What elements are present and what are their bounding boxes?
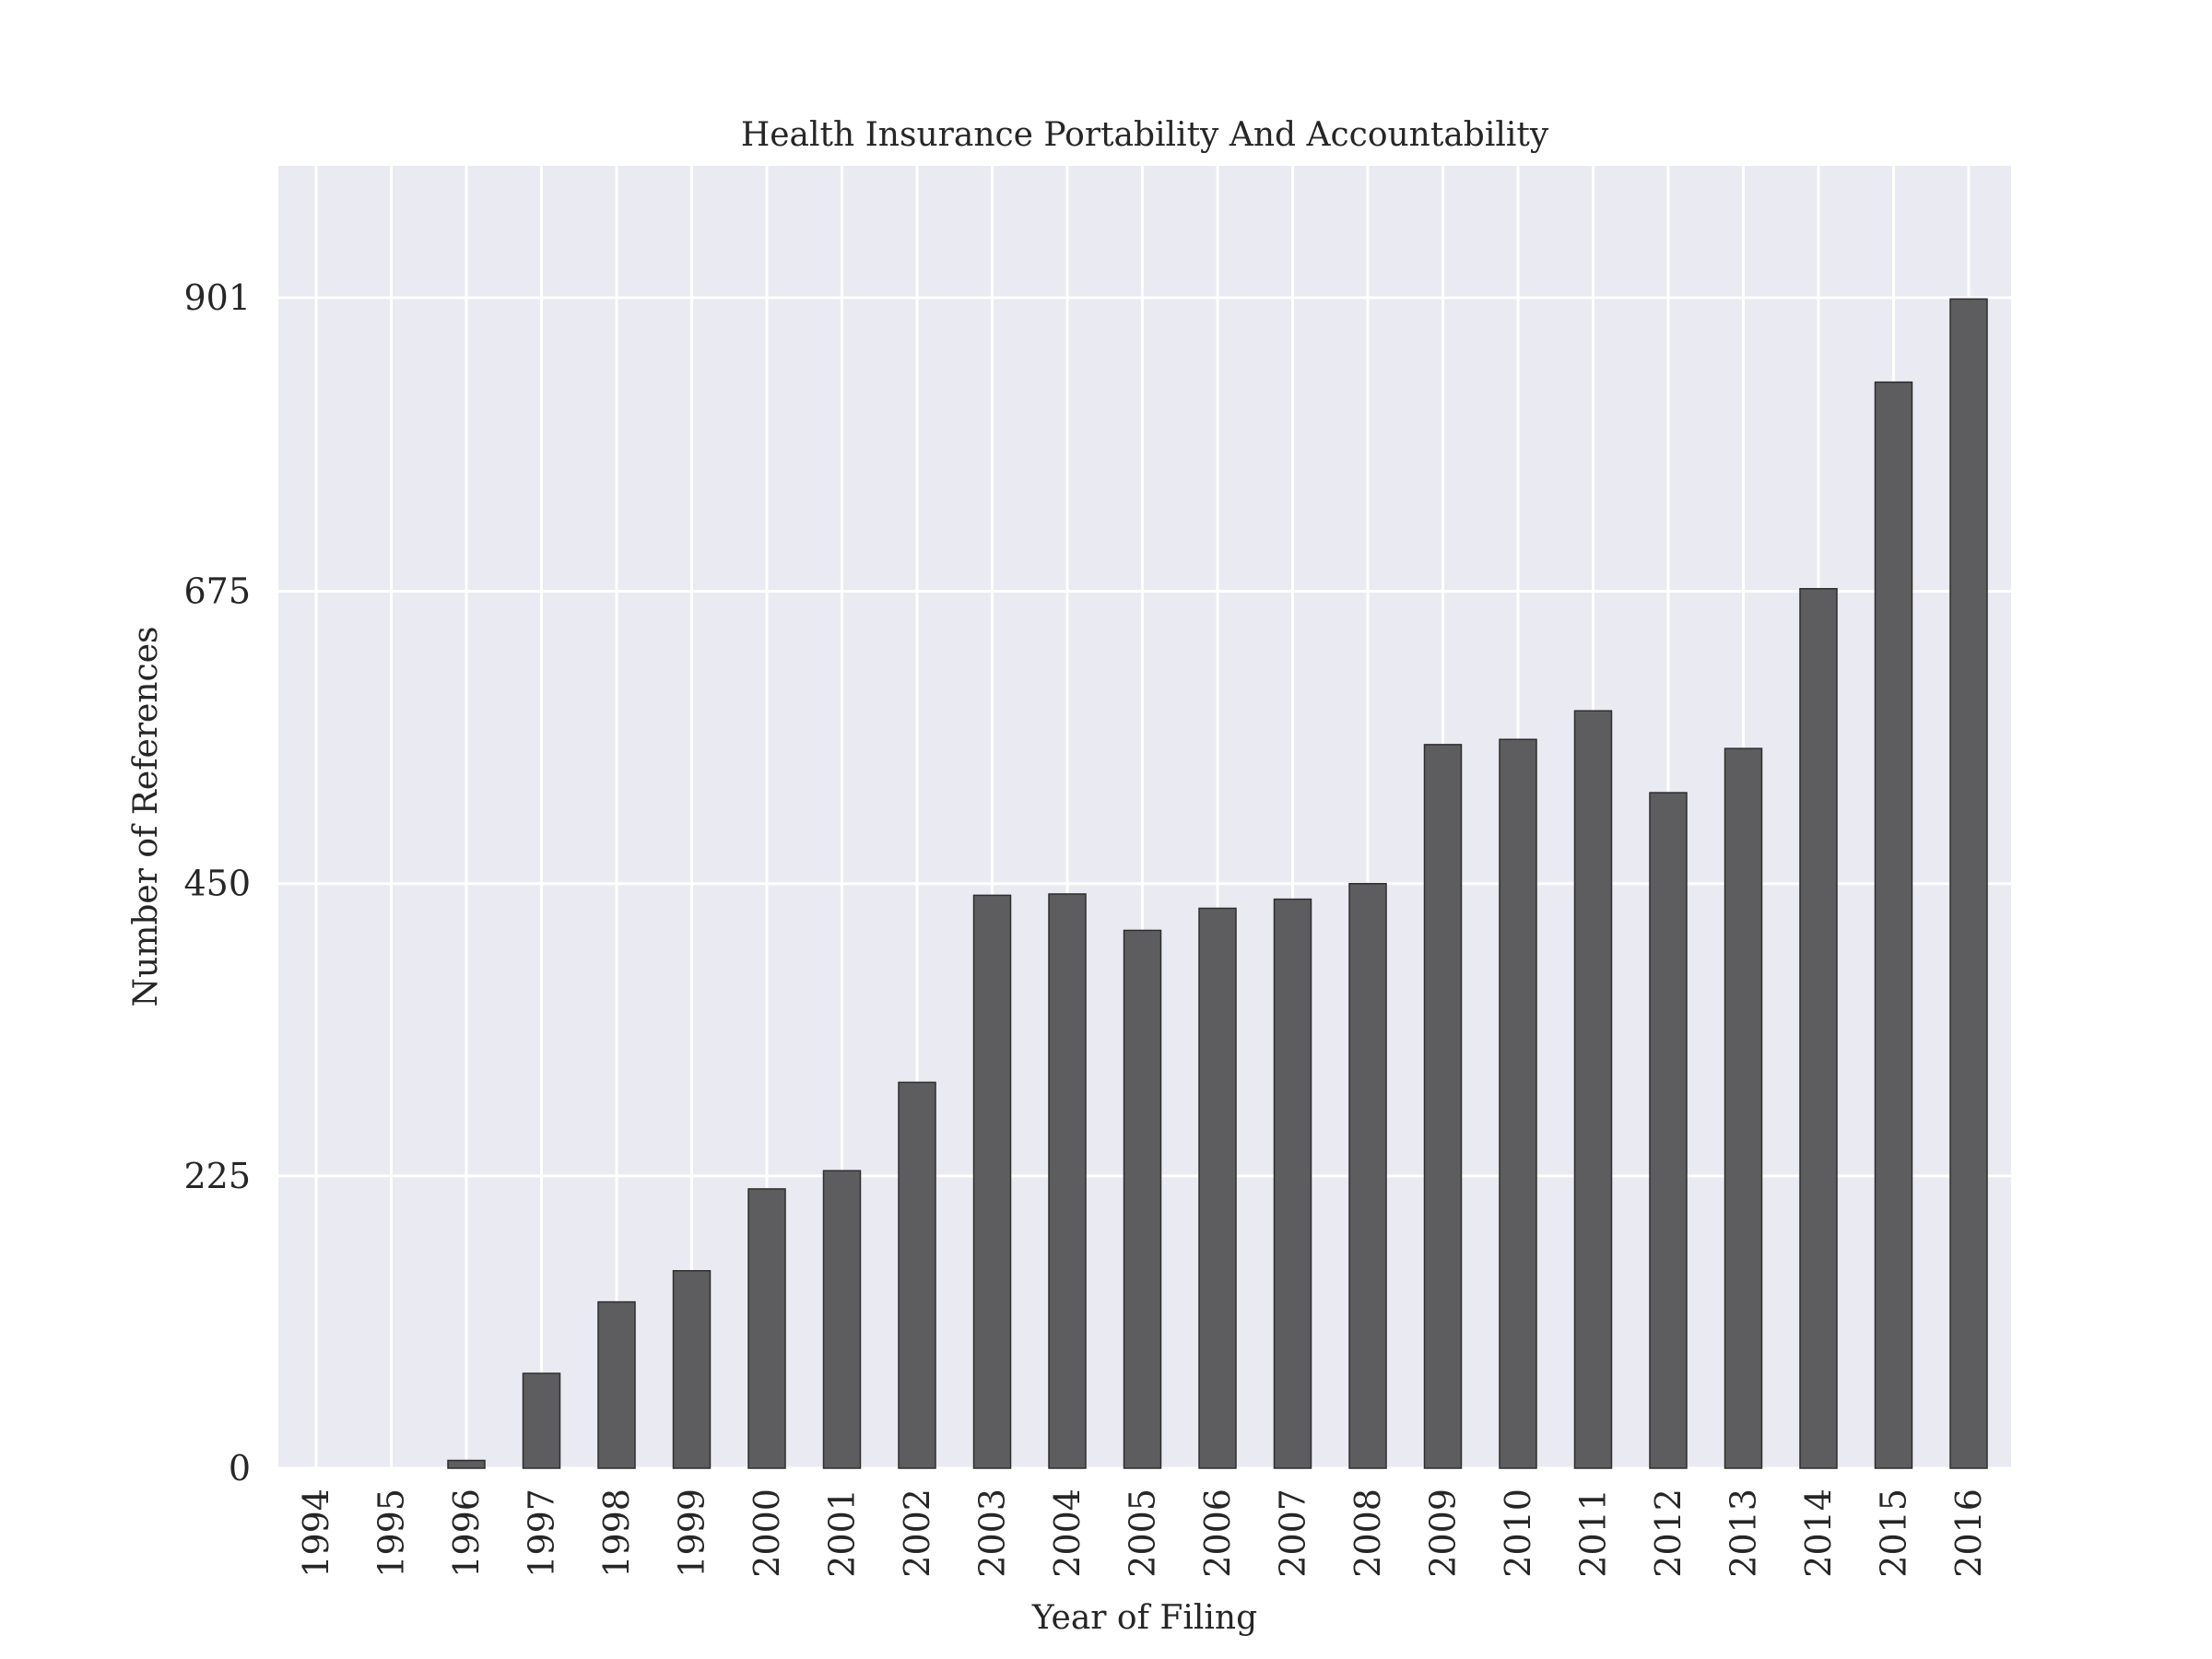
- x-tick-labels: 1994 1995 1996 1997 1998 1999 2000 2001 2002 2003…: [296, 1488, 1989, 1578]
- bar-2007: [1273, 898, 1312, 1469]
- bar-2005: [1123, 929, 1162, 1469]
- bar-2015: [1874, 381, 1913, 1469]
- x-tick-label: 2010: [1498, 1488, 1538, 1578]
- bar-2003: [972, 894, 1012, 1469]
- x-tick-label: 2006: [1197, 1488, 1238, 1578]
- bar-2002: [898, 1081, 936, 1469]
- x-tick-label: 2014: [1798, 1488, 1839, 1578]
- x-tick-label: 2009: [1423, 1488, 1464, 1578]
- bar-2013: [1724, 747, 1763, 1469]
- x-tick-label: 1998: [596, 1488, 637, 1578]
- bar-2012: [1649, 792, 1688, 1469]
- x-tick-label: 1995: [371, 1488, 412, 1578]
- x-tick-label: 2004: [1047, 1488, 1088, 1578]
- bar-2004: [1048, 893, 1087, 1469]
- chart-title: Health Insurance Portability And Account…: [741, 116, 1549, 154]
- bar-2014: [1799, 587, 1838, 1469]
- bar-1998: [597, 1300, 636, 1469]
- x-tick-label: 2011: [1573, 1488, 1614, 1578]
- bar-2001: [822, 1170, 862, 1469]
- bar-1999: [672, 1269, 712, 1469]
- bar-2011: [1573, 710, 1613, 1469]
- y-tick-label: 0: [229, 1448, 251, 1488]
- x-tick-label: 2003: [972, 1488, 1013, 1578]
- bar-2010: [1499, 738, 1537, 1469]
- bar-2016: [1949, 298, 1988, 1469]
- x-tick-label: 1999: [672, 1488, 712, 1578]
- bar-2008: [1348, 882, 1387, 1469]
- y-tick-label: 901: [183, 277, 251, 318]
- bar-2006: [1198, 907, 1237, 1469]
- y-tick-label: 450: [183, 864, 251, 904]
- x-tick-label: 2012: [1648, 1488, 1688, 1578]
- x-axis-label: Year of Filing: [1031, 1599, 1257, 1637]
- bar-1997: [522, 1372, 561, 1469]
- x-tick-label: 2001: [822, 1488, 863, 1578]
- x-tick-label: 2008: [1347, 1488, 1388, 1578]
- bars: [447, 298, 1988, 1469]
- x-tick-label: 2007: [1273, 1488, 1313, 1578]
- x-tick-label: 1997: [522, 1488, 562, 1578]
- x-tick-label: 2016: [1948, 1488, 1989, 1578]
- bar-2009: [1423, 744, 1463, 1469]
- x-tick-label: 2005: [1123, 1488, 1163, 1578]
- y-tick-labels: 0 225 450 675 901: [183, 277, 251, 1488]
- bar-2000: [747, 1188, 786, 1469]
- x-tick-label: 1996: [446, 1488, 487, 1578]
- y-tick-label: 225: [183, 1156, 251, 1196]
- x-tick-label: 1994: [296, 1488, 336, 1578]
- x-tick-label: 2015: [1874, 1488, 1914, 1578]
- y-axis-label: Number of References: [127, 627, 165, 1007]
- x-tick-label: 2000: [747, 1488, 787, 1578]
- x-tick-label: 2013: [1724, 1488, 1764, 1578]
- bar-1996: [447, 1459, 486, 1469]
- y-tick-label: 675: [183, 571, 251, 612]
- x-tick-label: 2002: [897, 1488, 937, 1578]
